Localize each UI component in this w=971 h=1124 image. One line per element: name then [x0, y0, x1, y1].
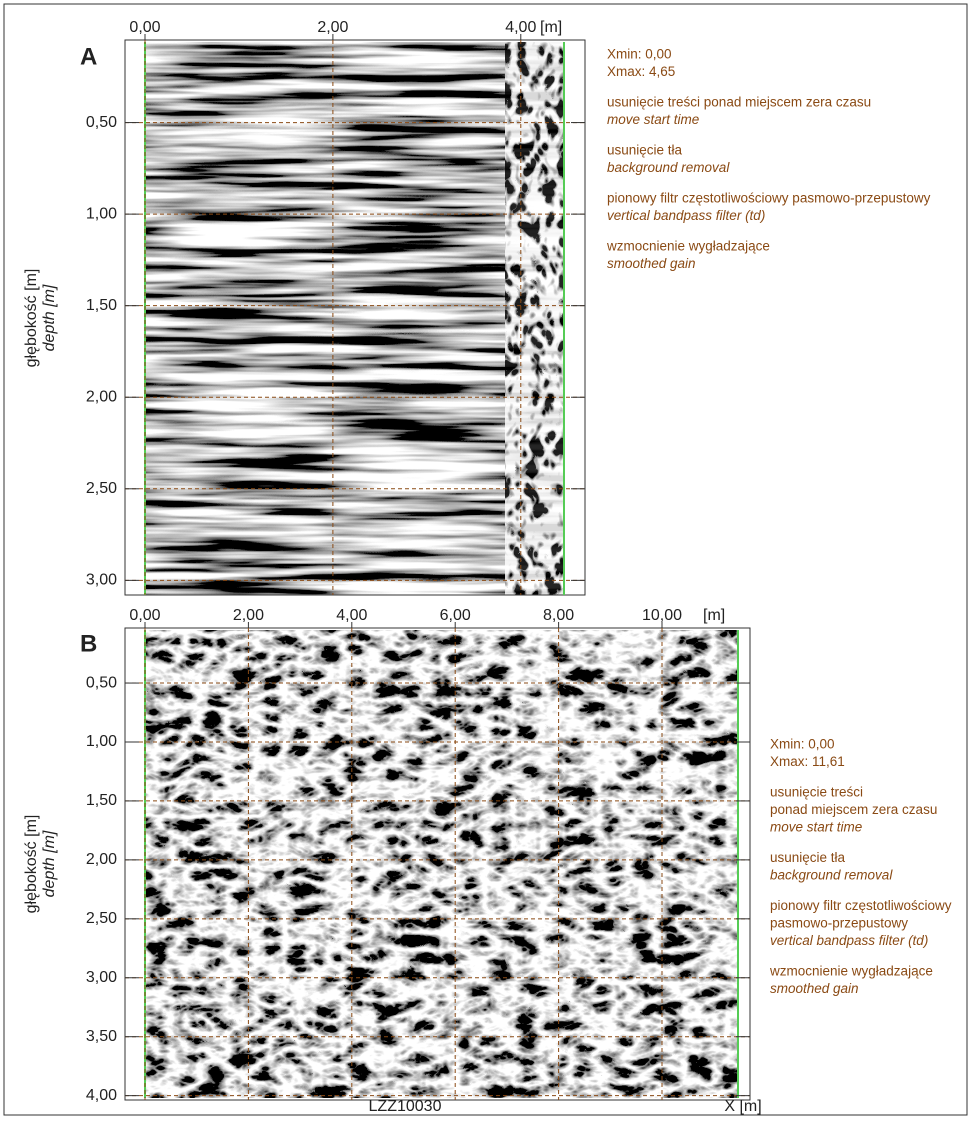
note: usunięcie tła	[770, 850, 846, 865]
x-unit: [m]	[703, 607, 725, 624]
note: usunięcie treści	[770, 785, 863, 800]
y-tick-label: 0,50	[86, 114, 117, 131]
x-tick-label: 8,00	[543, 607, 574, 624]
radargram-image	[145, 42, 564, 595]
note: pionowy filtr częstotliwościowy	[770, 898, 952, 913]
note: move start time	[607, 112, 699, 127]
panel-letter: B	[80, 630, 97, 657]
x-tick-label: 4,00	[336, 607, 367, 624]
x-tick-label: 2,00	[233, 607, 264, 624]
frame	[124, 39, 586, 596]
y-tick-label: 0,50	[86, 674, 117, 691]
note: smoothed gain	[770, 981, 859, 996]
x-tick-label: 10,00	[642, 607, 682, 624]
note: vertical bandpass filter (td)	[607, 208, 765, 223]
y-tick-label: 2,00	[86, 388, 117, 405]
note: wzmocnienie wygładzające	[769, 964, 933, 979]
y-axis-label: depth [m]	[41, 284, 58, 351]
y-tick-label: 3,00	[86, 572, 117, 589]
note: move start time	[770, 820, 862, 835]
note: ponad miejscem zera czasu	[770, 802, 937, 817]
note: vertical bandpass filter (td)	[770, 933, 928, 948]
note: smoothed gain	[607, 256, 696, 271]
note: usunięcie treści ponad miejscem zera cza…	[607, 95, 871, 110]
x-tick-label: 0,00	[129, 607, 160, 624]
y-tick-label: 1,00	[86, 733, 117, 750]
y-tick-label: 3,00	[86, 969, 117, 986]
y-tick-label: 2,00	[86, 851, 117, 868]
x-tick-label: 6,00	[440, 607, 471, 624]
note: Xmin: 0,00	[770, 737, 835, 752]
y-tick-label: 1,50	[86, 297, 117, 314]
border	[3, 3, 968, 1116]
note: Xmin: 0,00	[607, 47, 672, 62]
note: background removal	[770, 868, 893, 883]
x-tick-label: 0,00	[129, 19, 160, 36]
note: Xmax: 4,65	[607, 64, 675, 79]
x-tick-label: 2,00	[317, 19, 348, 36]
y-tick-label: 1,50	[86, 792, 117, 809]
radargram-image	[505, 42, 564, 595]
y-axis-label: depth [m]	[41, 830, 58, 897]
y-tick-label: 2,50	[86, 910, 117, 927]
note: wzmocnienie wygładzające	[606, 239, 770, 254]
note: pionowy filtr częstotliwościowy pasmowo-…	[607, 191, 931, 206]
note: usunięcie tła	[607, 143, 683, 158]
x-axis-label: X [m]	[724, 1098, 761, 1115]
caption: LZZ10030	[369, 1098, 442, 1115]
y-tick-label: 2,50	[86, 480, 117, 497]
y-axis-label: głębokość [m]	[23, 269, 40, 368]
y-axis-label: głębokość [m]	[23, 815, 40, 914]
panel-letter: A	[80, 43, 97, 70]
frame	[124, 627, 751, 1101]
y-tick-label: 3,50	[86, 1028, 117, 1045]
note: Xmax: 11,61	[770, 754, 845, 769]
x-unit: [m]	[540, 19, 562, 36]
y-tick-label: 4,00	[86, 1087, 117, 1104]
note: background removal	[607, 160, 730, 175]
y-tick-label: 1,00	[86, 205, 117, 222]
x-tick-label: 4,00	[505, 19, 536, 36]
radargram-image	[145, 630, 738, 1098]
note: pasmowo-przepustowy	[770, 916, 908, 931]
